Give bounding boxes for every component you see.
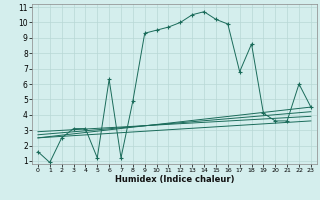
X-axis label: Humidex (Indice chaleur): Humidex (Indice chaleur) xyxy=(115,175,234,184)
